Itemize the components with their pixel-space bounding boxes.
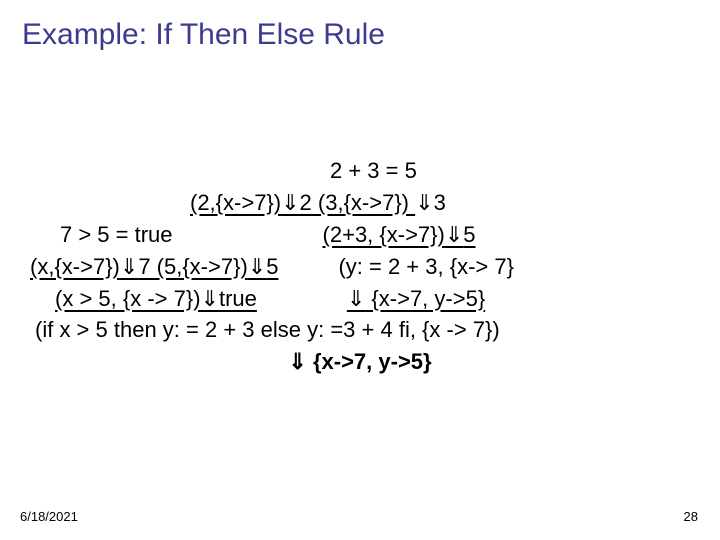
line-1: 2 + 3 = 5: [0, 155, 720, 187]
line-7: ⇓ {x->7, y->5}: [0, 346, 720, 378]
eq-text: 2 + 3 = 5: [330, 158, 417, 183]
down-arrow-icon: ⇓: [415, 190, 433, 215]
down-arrow-icon: ⇓: [347, 286, 365, 311]
line-6: (if x > 5 then y: = 2 + 3 else y: =3 + 4…: [0, 314, 720, 346]
result: {x->7, y->5}: [307, 349, 432, 374]
expr: 7 > 5 = true: [60, 222, 173, 247]
expr: (x,{x->7}): [30, 254, 120, 279]
expr: (x > 5, {x -> 7}): [55, 286, 201, 311]
down-arrow-icon: ⇓: [445, 222, 463, 247]
down-arrow-icon: ⇓: [120, 254, 138, 279]
expr: true: [219, 286, 257, 311]
down-arrow-icon: ⇓: [201, 286, 219, 311]
down-arrow-icon: ⇓: [248, 254, 266, 279]
expr: (2,{x->7}): [190, 190, 281, 215]
expr: 5: [463, 222, 475, 247]
expr: (y: = 2 + 3, {x-> 7}: [338, 254, 514, 279]
expr: 7 (5,{x->7}): [138, 254, 247, 279]
line-3: 7 > 5 = true (2+3, {x->7})⇓5: [0, 219, 720, 251]
expr: (if x > 5 then y: = 2 + 3 else y: =3 + 4…: [35, 317, 500, 342]
line-5: (x > 5, {x -> 7})⇓true⇓ {x->7, y->5}: [0, 283, 720, 315]
down-arrow-icon: ⇓: [288, 349, 306, 374]
page-number: 28: [684, 509, 698, 524]
footer-date: 6/18/2021: [20, 509, 78, 524]
down-arrow-icon: ⇓: [281, 190, 299, 215]
line-4: (x,{x->7})⇓7 (5,{x->7})⇓5(y: = 2 + 3, {x…: [0, 251, 720, 283]
expr: 3: [434, 190, 446, 215]
page-title: Example: If Then Else Rule: [0, 0, 720, 52]
expr: 5: [266, 254, 278, 279]
expr: {x->7, y->5}: [365, 286, 485, 311]
proof-block: 2 + 3 = 5 (2,{x->7})⇓2 (3,{x->7}) ⇓3 7 >…: [0, 155, 720, 378]
expr: 2 (3,{x->7}): [300, 190, 416, 215]
expr: (2+3, {x->7}): [323, 222, 445, 247]
line-2: (2,{x->7})⇓2 (3,{x->7}) ⇓3: [0, 187, 720, 219]
